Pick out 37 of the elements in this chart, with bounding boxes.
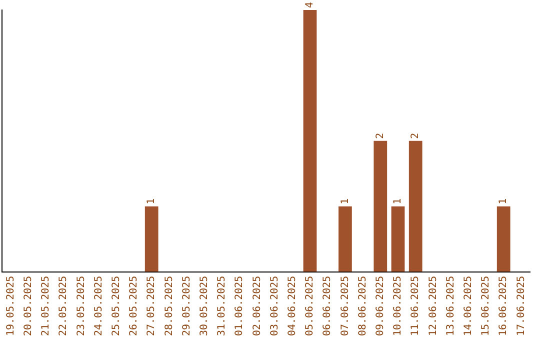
data-label: 2 xyxy=(410,132,422,139)
x-tick-label: 03.06.2025 xyxy=(269,276,280,336)
data-label: 4 xyxy=(304,2,316,8)
x-tick-label: 20.05.2025 xyxy=(22,276,34,336)
x-tick-label: 31.05.2025 xyxy=(216,276,228,336)
data-label: 1 xyxy=(340,198,351,204)
x-tick-label: 11.06.2025 xyxy=(410,276,422,336)
x-tick-label: 21.05.2025 xyxy=(40,276,52,336)
x-tick-label: 10.06.2025 xyxy=(392,276,404,336)
x-tick-label: 07.06.2025 xyxy=(340,276,351,336)
x-tick-label: 06.06.2025 xyxy=(322,276,334,336)
x-tick-label: 23.05.2025 xyxy=(76,276,87,336)
x-tick-label: 16.06.2025 xyxy=(498,276,510,336)
data-label: 1 xyxy=(498,198,510,204)
x-tick-label: 12.06.2025 xyxy=(428,276,439,336)
x-tick-label: 02.06.2025 xyxy=(252,276,263,336)
x-tick-label: 04.06.2025 xyxy=(286,276,298,336)
x-tick-label: 19.05.2025 xyxy=(5,276,16,336)
x-tick-label: 08.06.2025 xyxy=(357,276,368,336)
x-tick-label: 30.05.2025 xyxy=(198,276,210,336)
x-tick-label: 17.06.2025 xyxy=(516,276,527,336)
x-tick-label: 01.06.2025 xyxy=(234,276,246,336)
x-tick-label: 27.05.2025 xyxy=(146,276,158,336)
x-tick-label: 22.05.2025 xyxy=(58,276,70,336)
x-tick-label: 25.05.2025 xyxy=(110,276,122,336)
x-tick-label: 28.05.2025 xyxy=(164,276,175,336)
x-tick-label: 05.06.2025 xyxy=(304,276,316,336)
x-tick-label: 15.06.2025 xyxy=(480,276,492,336)
data-label: 1 xyxy=(146,198,158,204)
x-tick-label: 13.06.2025 xyxy=(445,276,456,336)
x-tick-label: 09.06.2025 xyxy=(374,276,386,336)
data-label: 2 xyxy=(374,132,386,139)
x-tick-label: 24.05.2025 xyxy=(93,276,104,336)
x-tick-label: 26.05.2025 xyxy=(128,276,140,336)
data-label: 1 xyxy=(392,198,404,204)
x-tick-label: 14.06.2025 xyxy=(462,276,474,336)
x-tick-label: 29.05.2025 xyxy=(181,276,192,336)
